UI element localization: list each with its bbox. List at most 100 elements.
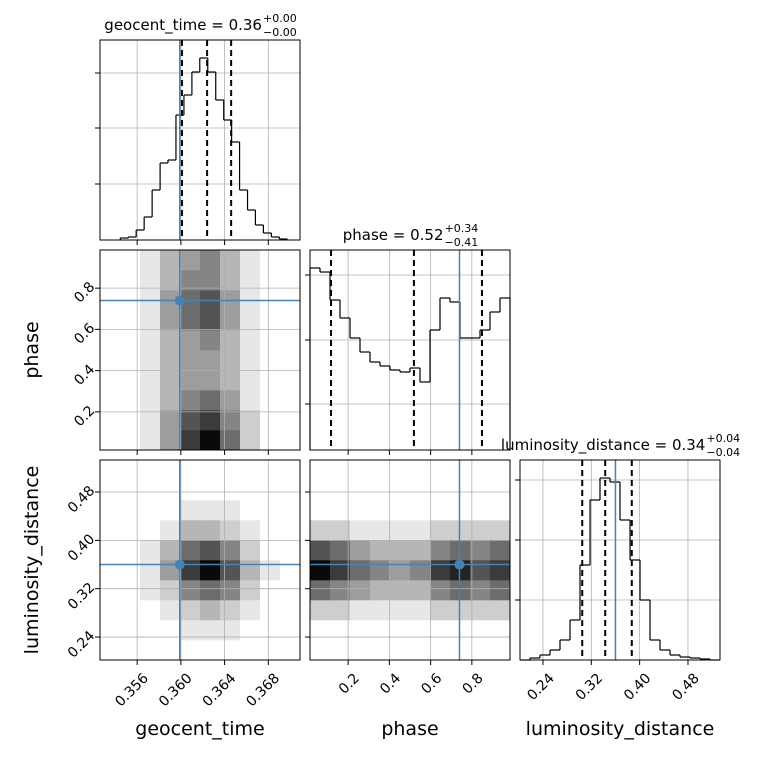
panel-title: phase = 0.52 [343,226,444,244]
density-cell [350,580,371,601]
density-cell [390,460,411,481]
density-cell [430,640,451,661]
density-cell [200,250,221,271]
density-cell [140,540,161,561]
density-cell [280,540,301,561]
density-cell [180,330,201,351]
density-cell [240,620,261,641]
density-cell [100,430,121,451]
density-cell [470,520,491,541]
density-cell [370,580,391,601]
density-cell [260,640,281,661]
density-cell [390,580,411,601]
density-cell [160,370,181,391]
density-cell [470,480,491,501]
density-cell [120,410,141,431]
density-cell [240,430,261,451]
truth-point [454,559,465,570]
density-cell [100,640,121,661]
density-cell [490,560,511,581]
density-cell [410,520,431,541]
density-cell [260,460,281,481]
density-cell [220,410,241,431]
density-cell [140,350,161,371]
panel-frame [99,39,301,241]
density-cell [140,370,161,391]
density-cell [280,370,301,391]
density-cell [200,370,221,391]
density-cell [260,600,281,621]
density-cell [490,540,511,561]
density-cell [490,500,511,521]
density-cell [310,600,331,621]
density-cell [220,600,241,621]
density-cell [220,560,241,581]
density-cell [180,620,201,641]
density-cell [470,460,491,481]
density-cell [100,540,121,561]
density-cell [240,270,261,291]
density-cell [280,330,301,351]
title-upper: +0.04 [706,432,740,445]
density-cell [200,330,221,351]
title-upper: +0.34 [445,222,479,235]
density-cell [120,310,141,331]
density-cell [430,460,451,481]
density-cell [140,600,161,621]
density-cell [370,460,391,481]
x-axis-label: phase [381,718,438,740]
density-cell [280,390,301,411]
density-cell [240,540,261,561]
density-cell [240,390,261,411]
density-cell [240,460,261,481]
panel-frame [99,459,301,661]
panel-frame [519,459,721,661]
density-cell [410,480,431,501]
panel-title: geocent_time = 0.36 [104,16,262,35]
y-tick-label: 0.8 [71,279,98,306]
density-cell [260,480,281,501]
density-cell [100,600,121,621]
density-cell [160,600,181,621]
density-cell [120,460,141,481]
x-tick-label: 0.6 [418,670,445,697]
panel-frame [99,249,301,451]
density-cell [390,560,411,581]
density-cell [350,560,371,581]
density-cell [470,620,491,641]
density-cell [200,430,221,451]
density-cell [330,520,351,541]
density-cell [260,430,281,451]
density-cell [260,410,281,431]
density-cell [140,480,161,501]
density-cell [200,460,221,481]
density-cell [260,520,281,541]
density-cell [200,600,221,621]
density-cell [470,500,491,521]
y-tick-label: 0.4 [71,362,98,389]
density-cell [390,640,411,661]
density-cell [100,620,121,641]
density-cell [330,500,351,521]
density-cell [310,520,331,541]
density-cell [200,410,221,431]
density-cell [430,520,451,541]
density-cell [100,250,121,271]
density-cell [160,330,181,351]
title-lower: −0.04 [706,446,740,459]
density-cell [490,580,511,601]
density-cell [180,600,201,621]
density-cell [160,460,181,481]
truth-point [174,295,185,306]
density-cell [280,410,301,431]
density-cell [200,640,221,661]
density-cell [240,250,261,271]
density-cell [140,520,161,541]
density-cell [260,330,281,351]
density-cell [200,390,221,411]
density-cell [350,460,371,481]
density-cell [310,580,331,601]
density-cell [280,430,301,451]
density-cell [280,500,301,521]
density-cell [370,620,391,641]
